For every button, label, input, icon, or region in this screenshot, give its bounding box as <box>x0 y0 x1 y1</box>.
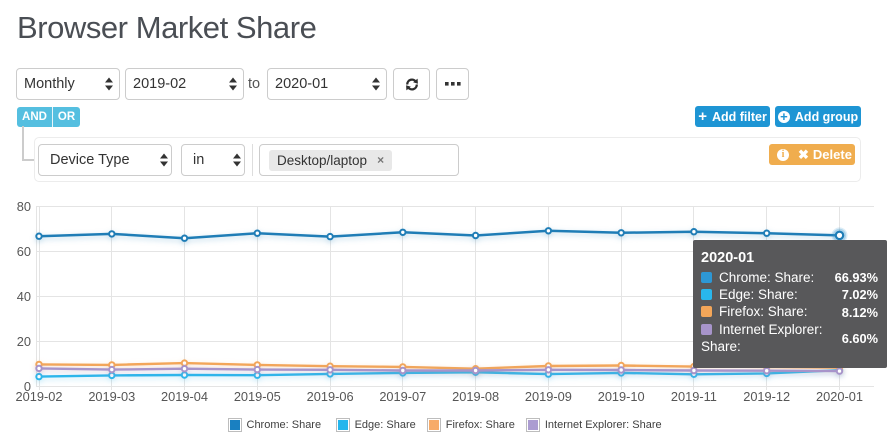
svg-text:2019-05: 2019-05 <box>234 389 281 404</box>
svg-text:2019-12: 2019-12 <box>743 389 790 404</box>
svg-text:2019-06: 2019-06 <box>307 389 354 404</box>
svg-text:2020-01: 2020-01 <box>816 389 863 404</box>
svg-text:2019-08: 2019-08 <box>452 389 499 404</box>
svg-text:2019-10: 2019-10 <box>598 389 645 404</box>
svg-text:0: 0 <box>24 379 31 394</box>
svg-text:40: 40 <box>17 289 31 304</box>
svg-text:2019-04: 2019-04 <box>161 389 208 404</box>
svg-text:2019-11: 2019-11 <box>671 389 717 404</box>
svg-text:2019-02: 2019-02 <box>16 389 63 404</box>
svg-text:60: 60 <box>17 244 31 259</box>
svg-text:20: 20 <box>17 334 31 349</box>
svg-text:2019-07: 2019-07 <box>379 389 426 404</box>
svg-text:2019-09: 2019-09 <box>525 389 572 404</box>
svg-text:2019-03: 2019-03 <box>88 389 135 404</box>
svg-text:80: 80 <box>17 199 31 214</box>
